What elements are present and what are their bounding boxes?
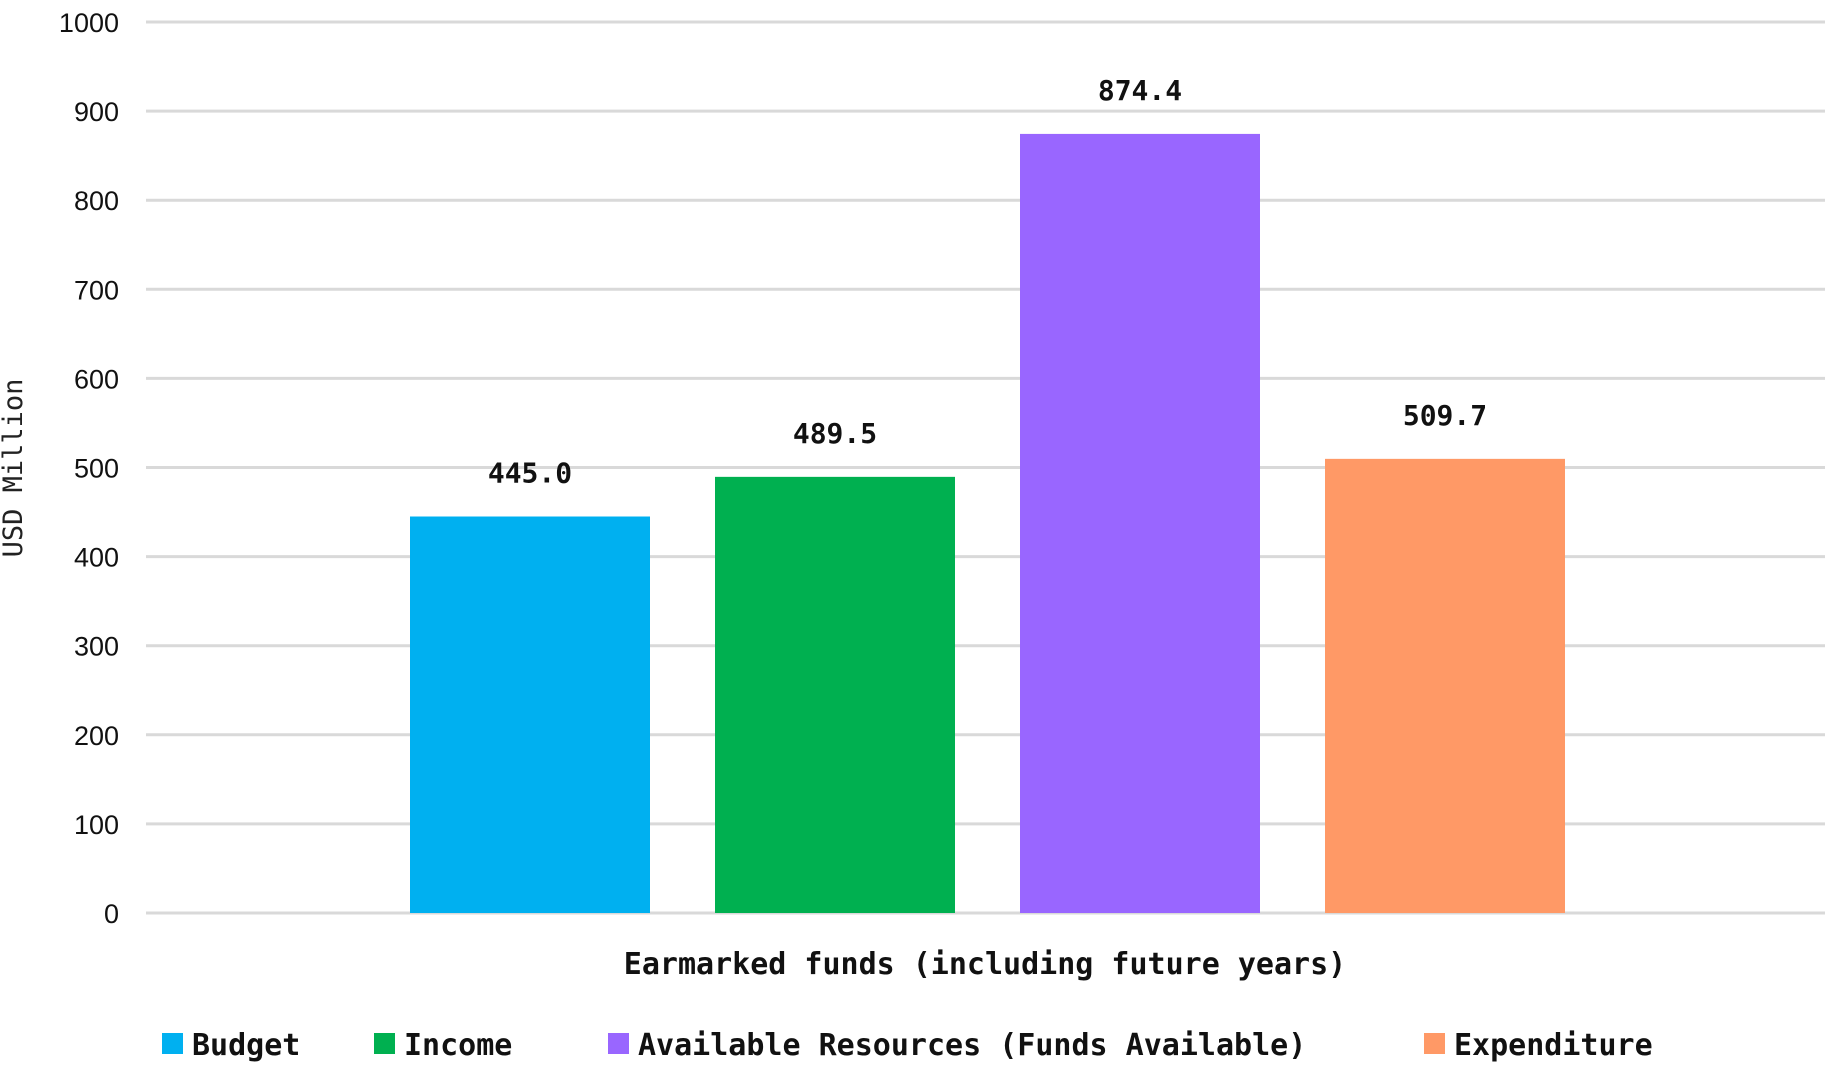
legend: Budget Income Available Resources (Funds A… [162,1028,1653,1063]
legend-label: Expenditure [1454,1028,1653,1063]
legend-item: Available Resources (Funds Available) [608,1028,1306,1063]
y-tick-label: 700 [74,275,119,305]
legend-item: Income [374,1028,512,1063]
y-tick-label: 400 [74,543,119,573]
x-category-label: Earmarked funds (including future years) [624,947,1346,982]
data-label: 874.4 [1098,74,1182,107]
y-tick-label: 0 [104,899,119,929]
legend-item: Budget [162,1028,300,1063]
bar-income [715,476,955,913]
legend-item: Expenditure [1424,1028,1653,1063]
data-labels: 445.0 489.5 874.4 509.7 [488,74,1487,490]
data-label: 489.5 [793,417,877,450]
y-tick-label: 1000 [59,8,119,38]
y-tick-label: 900 [74,97,119,127]
y-tick-label: 800 [74,186,119,216]
y-tick-label: 100 [74,810,119,840]
legend-label: Budget [192,1028,300,1063]
data-label: 509.7 [1403,399,1487,432]
y-tick-label: 200 [74,721,119,751]
bar-available-resources-funds-available [1020,133,1260,913]
legend-swatch [1424,1033,1445,1054]
y-tick-label: 300 [74,632,119,662]
y-axis-tick-labels: 0 100 200 300 400 500 600 700 800 900 1000 [59,8,119,929]
legend-swatch [162,1033,183,1054]
gridlines [146,20,1825,915]
bars [410,133,1565,913]
bar-budget [410,516,650,913]
legend-label: Income [404,1028,512,1063]
bar-expenditure [1325,458,1565,913]
y-tick-label: 600 [74,364,119,394]
legend-swatch [608,1033,629,1054]
legend-swatch [374,1033,395,1054]
data-label: 445.0 [488,457,572,490]
y-tick-label: 500 [74,454,119,484]
y-axis-title: USD Million [0,379,29,558]
legend-label: Available Resources (Funds Available) [638,1028,1306,1063]
